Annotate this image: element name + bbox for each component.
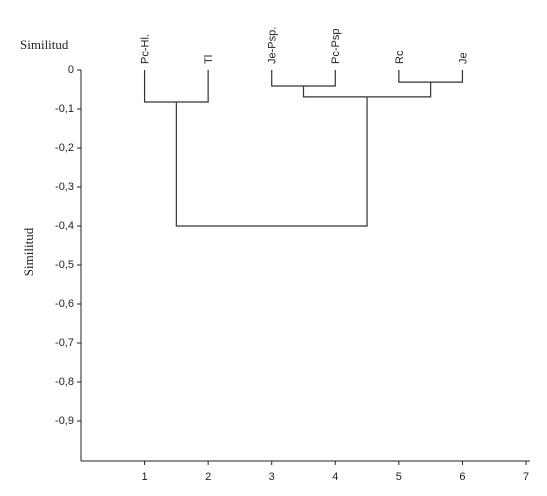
leaf-label: Pc-Psp (330, 29, 342, 64)
x-tick-label: 7 (523, 471, 529, 483)
y-tick-label: -0,2 (55, 142, 74, 154)
y-tick-label: -0,1 (55, 103, 74, 115)
merge-link (143, 70, 209, 103)
y-tick-label: -0,4 (55, 220, 74, 232)
merge-link (271, 70, 336, 87)
leaf-label: Rc (394, 50, 406, 64)
y-tick-label: -0,8 (55, 376, 74, 388)
y-tick-label: -0,7 (55, 337, 74, 349)
x-tick-label: 2 (205, 471, 211, 483)
leaf-label: Tl (203, 55, 215, 64)
x-tick-label: 3 (269, 471, 275, 483)
y-tick-label: 0 (68, 64, 74, 76)
y-tick-label: -0,6 (55, 298, 74, 310)
merge-link (302, 82, 432, 98)
merge-link (175, 96, 368, 227)
x-tick-label: 1 (142, 471, 148, 483)
leaf-label: Je (457, 52, 469, 64)
leaf-label: Je-Psp. (267, 27, 279, 64)
x-tick-label: 6 (459, 471, 465, 483)
x-tick-label: 5 (396, 471, 402, 483)
y-axis-title: Similitud (21, 227, 36, 276)
leaf-label: Pc-Hl. (139, 34, 151, 64)
y-tick-label: -0,9 (55, 415, 74, 427)
y-tick-label: -0,3 (55, 181, 74, 193)
y-tick-label: -0,5 (55, 259, 74, 271)
top-label: Similitud (20, 37, 69, 52)
x-tick-label: 4 (332, 471, 338, 483)
merge-link (398, 70, 464, 83)
